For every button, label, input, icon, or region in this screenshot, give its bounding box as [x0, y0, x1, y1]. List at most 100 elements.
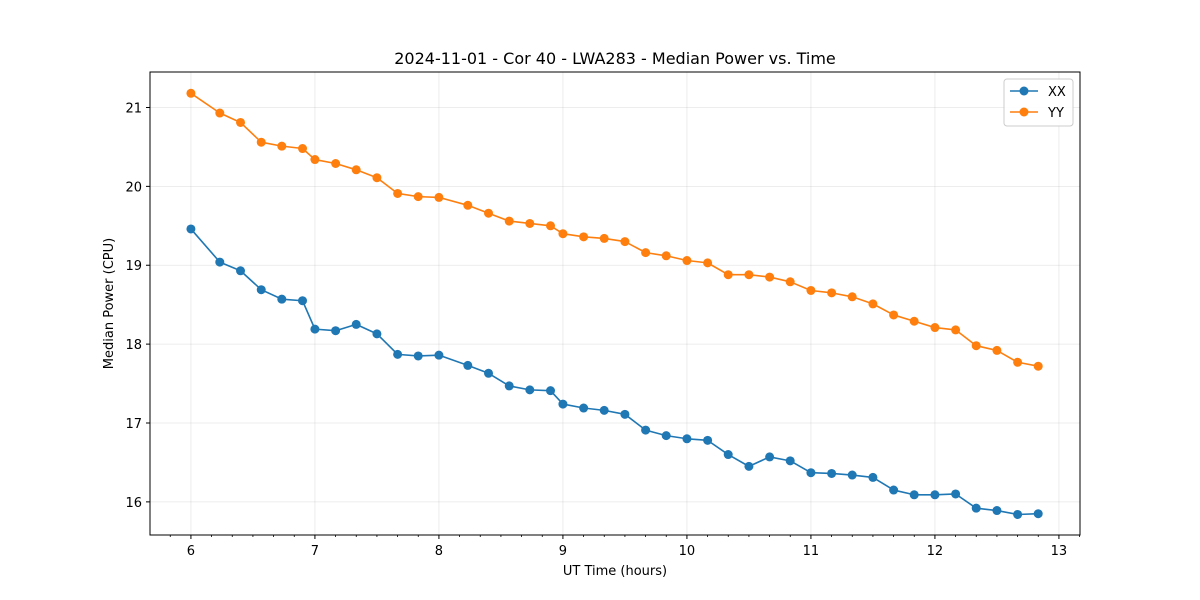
data-point-yy [889, 310, 899, 320]
data-point-yy [806, 285, 816, 295]
data-point-xx [930, 490, 940, 500]
data-point-xx [785, 456, 795, 466]
data-point-xx [1013, 509, 1023, 519]
data-point-xx [525, 385, 535, 395]
data-point-yy [599, 233, 609, 243]
data-point-xx [558, 399, 568, 409]
x-tick-label: 10 [679, 544, 696, 559]
data-point-yy [298, 144, 308, 154]
data-point-xx [703, 435, 713, 445]
data-point-xx [806, 468, 816, 478]
data-point-yy [992, 345, 1002, 355]
axes-ticks: 6 7 8 9 10 11 12 13 16 17 18 19 20 21 [125, 101, 1080, 559]
data-point-yy [579, 232, 589, 242]
data-point-xx [971, 503, 981, 513]
data-point-yy [277, 141, 287, 151]
x-tick-label: 6 [187, 544, 195, 559]
data-point-xx [1033, 509, 1043, 519]
data-point-xx [847, 470, 857, 480]
data-point-xx [236, 266, 246, 276]
plot-frame [149, 71, 1081, 536]
data-point-xx [372, 329, 382, 339]
data-point-xx [599, 405, 609, 415]
y-tick-label: 17 [125, 417, 142, 432]
data-point-yy [413, 192, 423, 202]
data-point-yy [310, 155, 320, 165]
data-point-yy [703, 258, 713, 268]
data-point-yy [723, 270, 733, 280]
data-point-xx [434, 350, 444, 360]
data-point-xx [951, 489, 961, 499]
data-point-xx [992, 506, 1002, 516]
data-point-yy [463, 200, 473, 210]
data-point-xx [641, 425, 651, 435]
data-point-yy [641, 248, 651, 258]
data-point-xx [463, 360, 473, 370]
data-point-yy [1033, 361, 1043, 371]
data-point-yy [682, 256, 692, 266]
data-point-xx [256, 285, 266, 295]
y-tick-label: 21 [125, 101, 142, 116]
data-point-yy [971, 341, 981, 351]
data-point-xx [744, 461, 754, 471]
data-point-yy [434, 192, 444, 202]
data-point-xx [298, 296, 308, 306]
data-point-yy [546, 221, 556, 231]
data-point-yy [393, 188, 403, 198]
data-point-yy [186, 88, 196, 98]
data-point-yy [215, 108, 225, 118]
y-tick-label: 18 [125, 338, 142, 353]
y-tick-label: 16 [125, 496, 142, 511]
data-point-xx [504, 381, 514, 391]
data-point-xx [827, 468, 837, 478]
data-point-xx [331, 326, 341, 336]
data-point-xx [579, 403, 589, 413]
data-point-yy [744, 270, 754, 280]
legend-label-xx: XX [1048, 85, 1066, 100]
x-tick-label: 8 [435, 544, 443, 559]
data-point-yy [868, 299, 878, 309]
legend-items: XX YY [1010, 85, 1066, 121]
x-tick-label: 13 [1051, 544, 1068, 559]
data-point-yy [351, 165, 361, 175]
data-point-yy [661, 251, 671, 261]
legend: XX YY [1003, 78, 1074, 127]
data-point-xx [351, 319, 361, 329]
data-point-yy [504, 216, 514, 226]
data-point-xx [909, 490, 919, 500]
y-tick-label: 20 [125, 180, 142, 195]
data-point-xx [215, 257, 225, 267]
data-point-xx [868, 472, 878, 482]
data-point-xx [661, 431, 671, 441]
data-point-yy [827, 288, 837, 298]
grid [150, 72, 1080, 535]
data-point-yy [951, 325, 961, 335]
data-point-yy [372, 173, 382, 183]
y-tick-label: 19 [125, 259, 142, 274]
data-point-yy [765, 272, 775, 282]
data-point-xx [413, 351, 423, 361]
data-point-xx [889, 485, 899, 495]
x-tick-label: 7 [311, 544, 319, 559]
data-point-yy [620, 237, 630, 247]
data-point-xx [765, 452, 775, 462]
data-point-yy [331, 159, 341, 168]
data-point-yy [785, 277, 795, 287]
data-point-yy [558, 229, 568, 239]
data-point-yy [847, 292, 857, 302]
data-point-yy [1013, 357, 1023, 367]
data-point-yy [525, 218, 535, 228]
data-point-yy [484, 208, 494, 218]
data-point-yy [256, 137, 266, 147]
data-point-xx [186, 224, 196, 234]
data-point-xx [546, 386, 556, 396]
data-point-xx [310, 324, 320, 334]
y-axis-label: Median Power (CPU) [102, 238, 117, 369]
data-point-xx [393, 349, 403, 359]
legend-marker-xx [1019, 86, 1029, 96]
data-point-xx [723, 450, 733, 460]
chart-title: 2024-11-01 - Cor 40 - LWA283 - Median Po… [394, 49, 836, 68]
x-axis-label: UT Time (hours) [563, 564, 667, 579]
x-tick-label: 9 [559, 544, 567, 559]
